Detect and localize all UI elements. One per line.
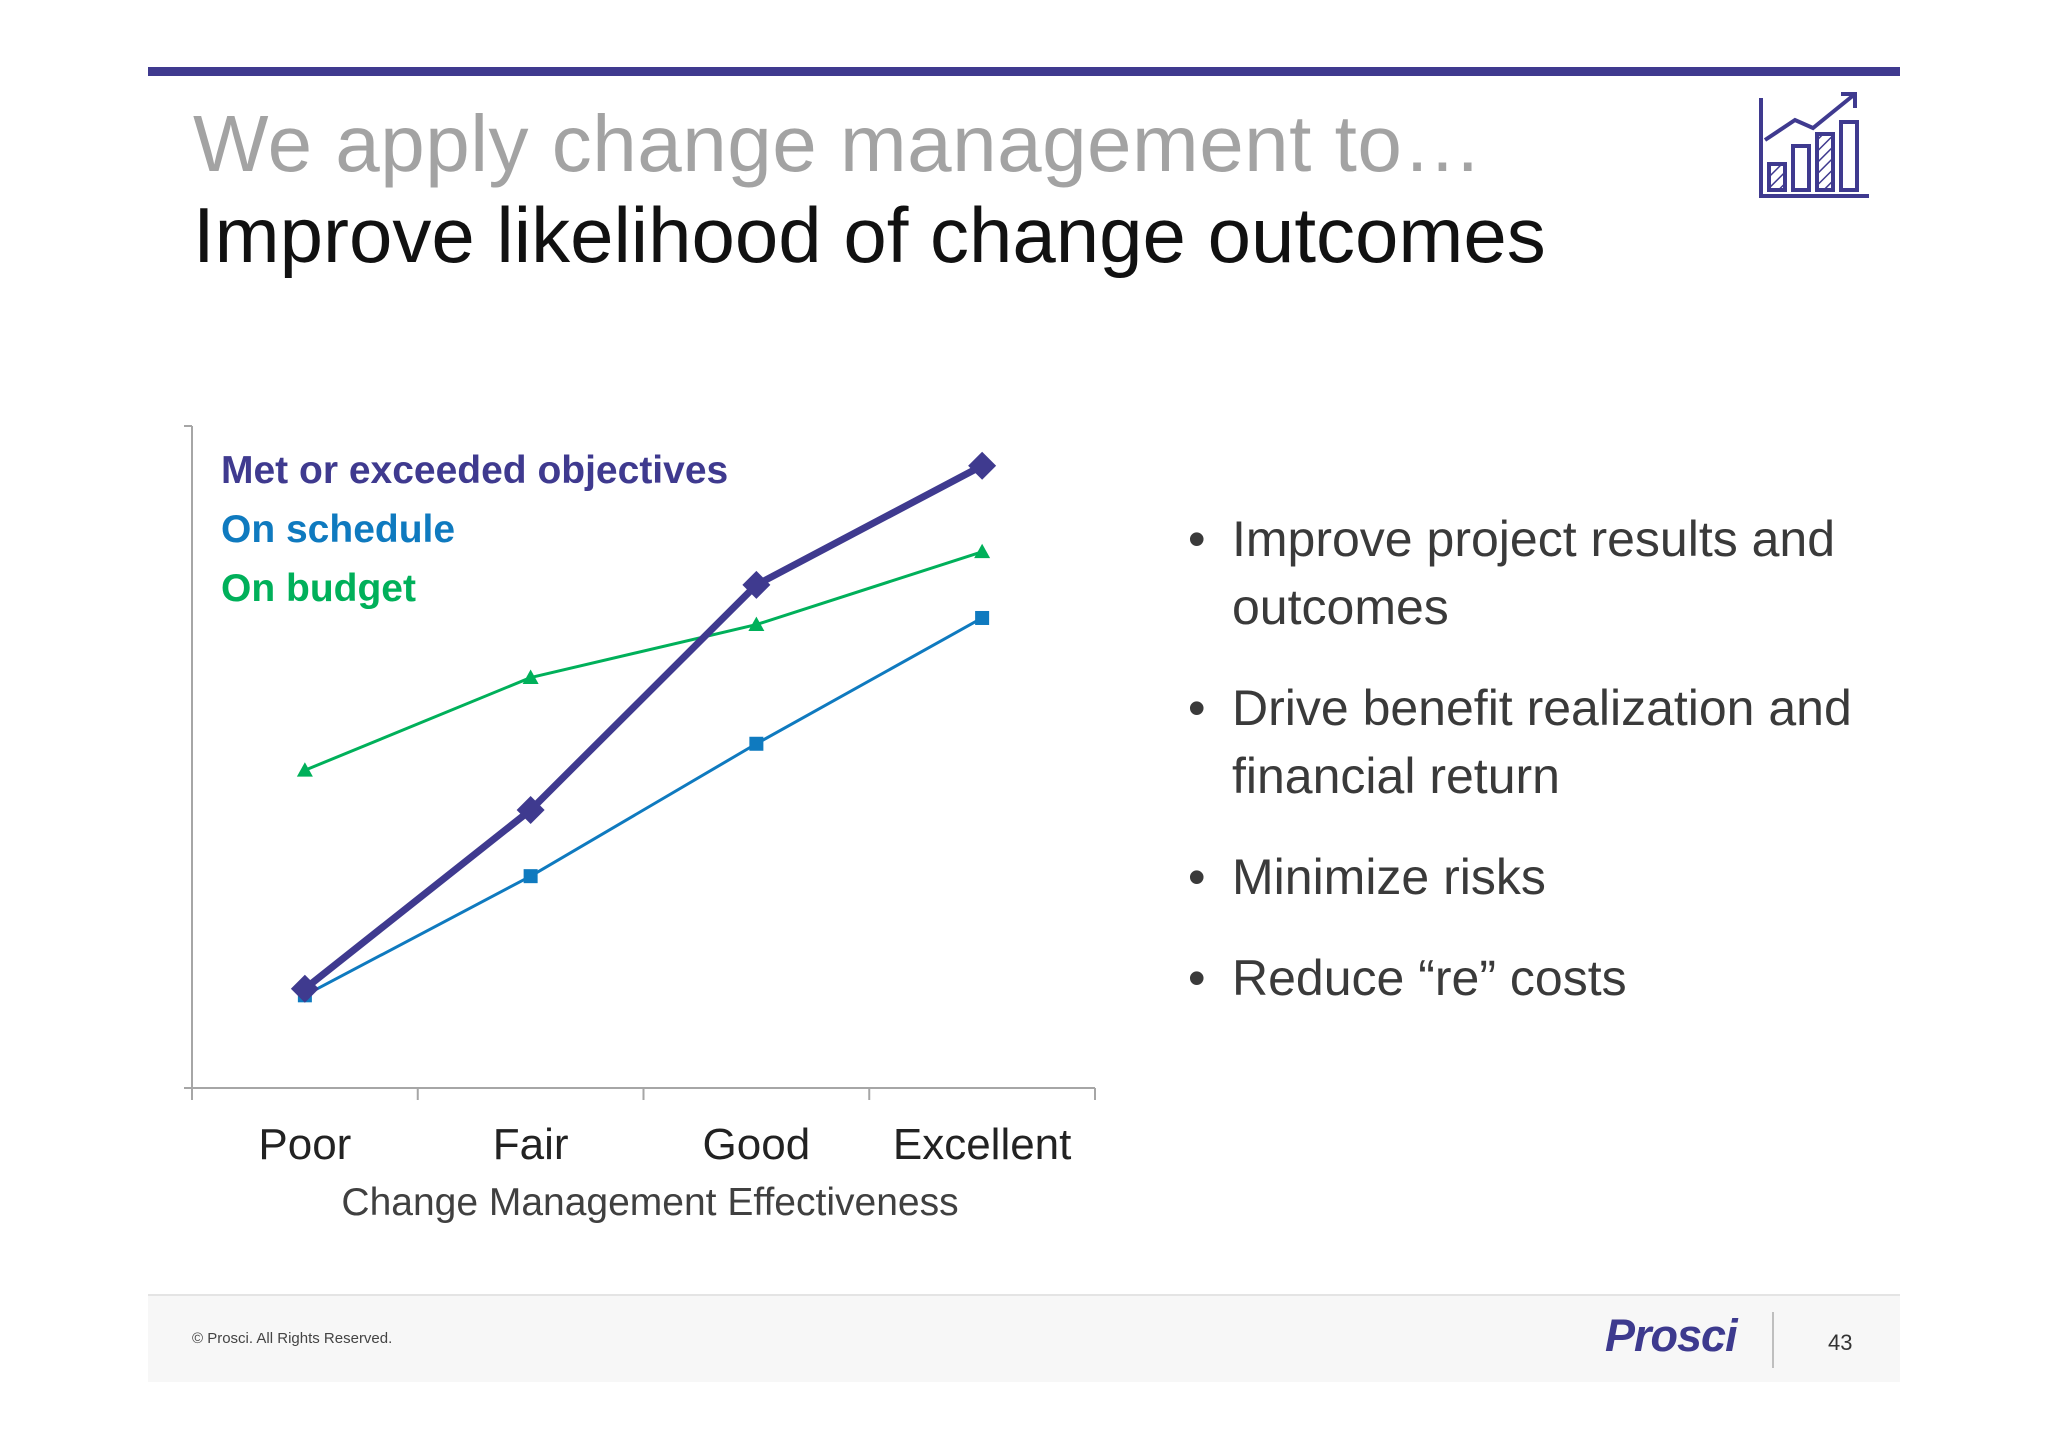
series-line	[304, 616, 983, 997]
bullet-item: Drive benefit realization and financial …	[1180, 674, 1880, 810]
legend-item-met-objectives: Met or exceeded objectives	[221, 449, 729, 492]
data-point-square	[523, 869, 538, 884]
bullet-item: Minimize risks	[1180, 843, 1880, 911]
data-point-diamond	[290, 974, 319, 1003]
legend-item-on-schedule: On schedule	[221, 508, 456, 551]
x-tick-label: Poor	[258, 1120, 352, 1169]
top-accent-rule	[148, 67, 1900, 76]
legend-item-on-budget: On budget	[221, 567, 416, 610]
copyright-text: © Prosci. All Rights Reserved.	[192, 1330, 393, 1347]
data-point-square	[975, 610, 990, 625]
brand-logo: Prosci	[1605, 1310, 1738, 1361]
slide-kicker: We apply change management to…	[193, 99, 1483, 188]
page-number: 43	[1828, 1330, 1853, 1355]
slide-title: Improve likelihood of change outcomes	[193, 191, 1546, 279]
bullet-item: Improve project results and outcomes	[1180, 505, 1880, 641]
data-point-triangle	[296, 762, 313, 777]
data-point-triangle	[748, 616, 765, 631]
x-tick-label: Excellent	[892, 1120, 1072, 1169]
data-point-diamond	[516, 795, 545, 824]
data-point-diamond	[742, 570, 771, 599]
x-axis-title: Change Management Effectiveness	[341, 1181, 959, 1224]
data-point-square	[749, 736, 764, 751]
series-line	[304, 550, 983, 772]
footer-divider	[1772, 1312, 1774, 1368]
data-point-diamond	[968, 451, 997, 480]
data-point-triangle	[522, 669, 539, 684]
bullet-item: Reduce “re” costs	[1180, 944, 1880, 1012]
bullet-list: Improve project results and outcomes Dri…	[1180, 505, 1880, 1045]
data-point-triangle	[974, 543, 991, 559]
x-tick-label: Fair	[492, 1120, 569, 1169]
x-tick-label: Good	[702, 1120, 811, 1169]
series-line	[302, 462, 984, 992]
growth-chart-icon	[1759, 92, 1869, 198]
footer-bar: © Prosci. All Rights Reserved. Prosci 43	[148, 1294, 1900, 1382]
